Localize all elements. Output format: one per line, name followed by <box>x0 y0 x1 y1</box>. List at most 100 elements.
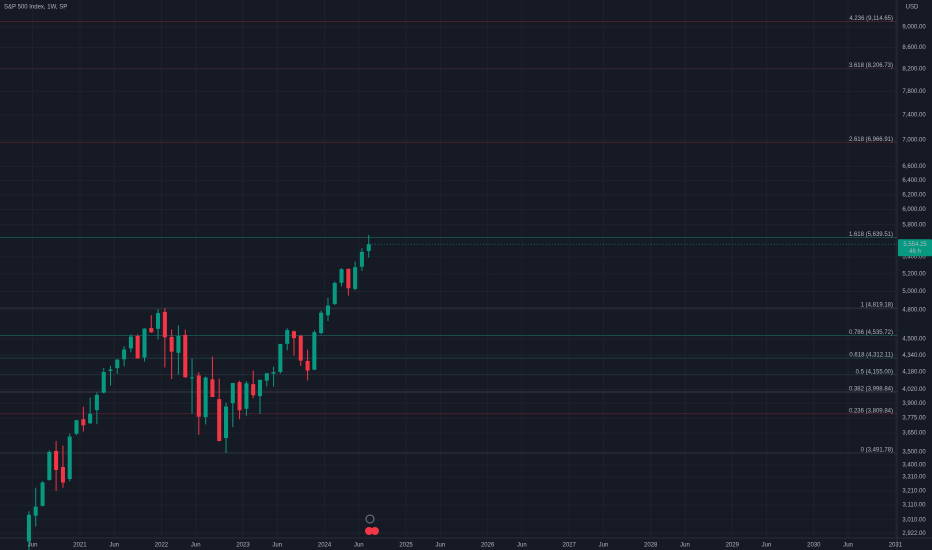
candle-body <box>244 383 249 409</box>
fib-label: 0.236 (3,809.84) <box>849 408 893 414</box>
chart-title: S&P 500 Index, 1W, SP <box>4 5 67 11</box>
candle-body <box>54 450 59 470</box>
candle-body <box>325 305 331 316</box>
candle-body <box>108 369 113 371</box>
y-tick-label: 4,180.00 <box>902 370 926 376</box>
candle-body <box>278 343 283 372</box>
y-tick-label: 3,775.00 <box>902 416 926 422</box>
y-tick-label: 6,400.00 <box>902 178 926 184</box>
candle-body <box>142 328 147 358</box>
y-tick-label: 3,400.00 <box>902 463 926 469</box>
y-tick-label: 7,400.00 <box>902 113 926 119</box>
y-tick-label: 6,600.00 <box>902 164 926 170</box>
fib-label: 0 (3,491.78) <box>861 448 893 454</box>
candle-body <box>101 371 106 393</box>
last-price-label: 5,554.25 <box>903 242 927 248</box>
x-tick-label: Jun <box>109 543 119 549</box>
candle-body <box>190 377 195 379</box>
candle-body <box>257 379 262 397</box>
candle-body <box>237 382 242 411</box>
y-tick-label: 6,200.00 <box>902 192 926 198</box>
candle-body <box>366 244 371 251</box>
candle-body <box>251 384 256 396</box>
candle-body <box>60 467 65 483</box>
candle-body <box>40 482 45 506</box>
x-tick-label: 2031 <box>889 543 903 549</box>
candle-body <box>149 328 154 333</box>
event-icon[interactable] <box>365 514 375 524</box>
candle-body <box>47 451 52 480</box>
candle-body <box>135 336 140 359</box>
candle-body <box>346 268 351 289</box>
candle-body <box>169 336 174 352</box>
x-tick-label: Jun <box>762 543 772 549</box>
candle-body <box>94 394 99 411</box>
y-tick-label: 3,110.00 <box>903 503 927 509</box>
candle-body <box>26 514 31 542</box>
x-tick-label: 2025 <box>399 543 413 549</box>
candle-body <box>285 330 290 344</box>
y-tick-label: 5,400.00 <box>902 254 926 260</box>
x-tick-label: Jun <box>272 543 282 549</box>
candle-body <box>271 372 276 374</box>
fib-label: 3.618 (8,206.73) <box>849 63 893 69</box>
y-tick-label: 8,200.00 <box>902 66 926 72</box>
y-tick-label: 3,010.00 <box>902 517 926 523</box>
y-tick-label: 4,340.00 <box>902 353 926 359</box>
fib-label: 0.786 (4,535.72) <box>849 330 893 336</box>
fib-label: 4.236 (9,114.65) <box>849 16 893 22</box>
fib-label: 2.618 (6,966.91) <box>849 137 893 143</box>
candle-body <box>339 269 344 283</box>
event-icons[interactable] <box>365 514 379 535</box>
plot-area: 4.236 (9,114.65) 3.618 (8,206.73) 2.618 (6… <box>0 15 897 550</box>
y-tick-label: 8,600.00 <box>902 45 926 51</box>
candle-body <box>298 335 303 361</box>
y-tick-label: 4,500.00 <box>902 336 926 342</box>
y-tick-label: 9,000.00 <box>902 25 926 31</box>
fib-label: 0.5 (4,155.00) <box>856 369 893 375</box>
x-tick-label: 2029 <box>726 543 740 549</box>
candle-body <box>332 282 337 305</box>
candle-body <box>162 311 167 338</box>
y-tick-label: 7,800.00 <box>902 89 926 95</box>
candle-body <box>74 420 79 434</box>
fib-label: 0.382 (3,998.84) <box>849 387 893 393</box>
candle-body <box>122 349 127 360</box>
x-tick-label: 2028 <box>644 543 658 549</box>
candle-body <box>264 373 269 381</box>
y-tick-label: 7,000.00 <box>902 138 926 144</box>
candle-body <box>156 313 161 329</box>
currency-label: USD <box>906 5 919 11</box>
candle-body <box>291 331 297 339</box>
fib-label: 0.618 (4,312.11) <box>849 353 893 359</box>
x-tick-label: Jun <box>436 543 446 549</box>
candle-body <box>183 334 188 378</box>
event-icon[interactable] <box>365 527 373 535</box>
candle-body <box>81 419 86 426</box>
candle-body <box>67 436 72 480</box>
candle-body <box>210 379 215 397</box>
candle-body <box>176 335 181 353</box>
y-tick-label: 4,020.00 <box>902 387 926 393</box>
x-tick-label: 2030 <box>807 543 821 549</box>
x-tick-label: 2026 <box>481 543 495 549</box>
x-tick-label: Jun <box>599 543 609 549</box>
y-tick-label: 3,210.00 <box>902 488 926 494</box>
candle-body <box>115 359 120 369</box>
fib-label: 1 (4,819.18) <box>861 303 893 309</box>
y-tick-label: 4,800.00 <box>902 307 926 313</box>
x-tick-label: Jun <box>354 543 364 549</box>
y-tick-label: 3,900.00 <box>902 401 926 407</box>
candle-body <box>203 377 208 418</box>
countdown-label: 46 h <box>909 249 921 255</box>
y-tick-label: 2,922.00 <box>902 531 926 537</box>
candle-body <box>196 375 201 417</box>
candle-body <box>33 506 38 516</box>
y-tick-label: 3,500.00 <box>902 450 926 456</box>
event-icon[interactable] <box>371 527 379 535</box>
fib-label: 1.618 (5,639.51) <box>849 232 893 238</box>
candle-body <box>305 360 310 371</box>
x-tick-label: Jun <box>843 543 853 549</box>
y-tick-label: 3,650.00 <box>902 431 926 437</box>
